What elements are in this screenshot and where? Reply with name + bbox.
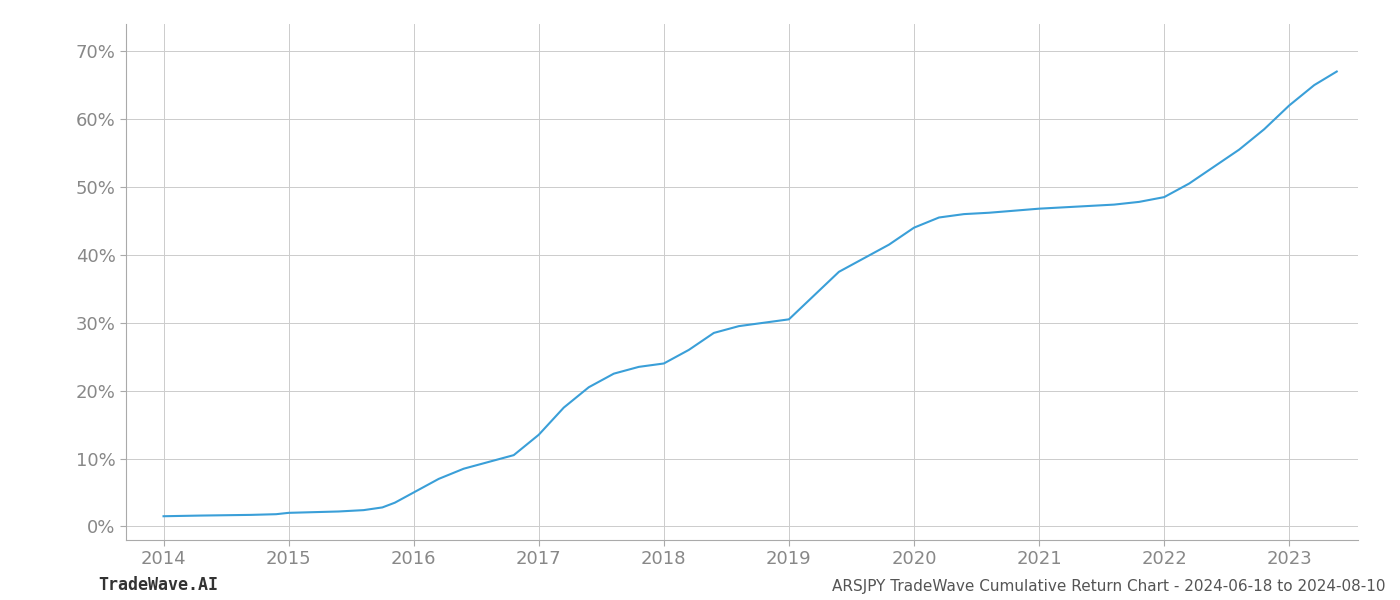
Text: TradeWave.AI: TradeWave.AI <box>98 576 218 594</box>
Text: ARSJPY TradeWave Cumulative Return Chart - 2024-06-18 to 2024-08-10: ARSJPY TradeWave Cumulative Return Chart… <box>833 579 1386 594</box>
